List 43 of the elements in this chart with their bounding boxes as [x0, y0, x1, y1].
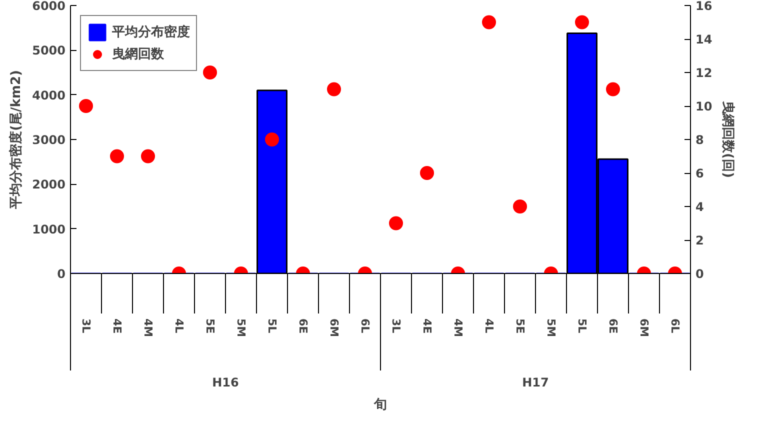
- x-tick-label: 5L: [266, 318, 278, 334]
- x-tick-label: 5E: [514, 318, 526, 334]
- x-tick-label: 4L: [482, 318, 496, 334]
- text: H17: [522, 376, 549, 390]
- legend-label: 平均分布密度: [112, 24, 190, 41]
- y2-tick-label: 10: [696, 100, 712, 114]
- y2-tick-label: 14: [696, 32, 712, 46]
- x-tick-label: 4L: [172, 318, 186, 334]
- y-tick-label: 3000: [32, 133, 66, 147]
- y-tick-label: 6000: [32, 0, 66, 13]
- x-tick-label: 6L: [358, 318, 372, 334]
- y-tick-label: 2000: [32, 178, 66, 192]
- x-tick-label: 5M: [544, 318, 558, 338]
- x-tick-label: 6L: [668, 318, 682, 334]
- legend-label: 曳網回数: [112, 46, 164, 63]
- y2-axis-title: 曳網回数(回): [720, 101, 736, 178]
- x-tick-label: 5L: [576, 318, 588, 334]
- x-tick-label: 4M: [142, 318, 154, 338]
- y2-tick-label: 2: [696, 234, 704, 248]
- x-tick-label: 6E: [606, 318, 620, 334]
- y2-tick-label: 16: [696, 0, 712, 13]
- x-tick-label: 4E: [110, 318, 124, 334]
- y2-tick-label: 12: [696, 66, 712, 80]
- x-tick-label: 5E: [204, 318, 216, 334]
- x-tick-label: 3L: [390, 318, 402, 334]
- x-tick-label: 4M: [452, 318, 464, 338]
- y2-tick-label: 0: [696, 267, 704, 281]
- y-tick-label: 0: [57, 267, 66, 281]
- y-tick-label: 4000: [32, 88, 66, 102]
- y2-tick-label: 4: [696, 200, 704, 214]
- y2-tick-label: 6: [696, 166, 704, 180]
- y-tick-label: 5000: [32, 44, 66, 58]
- x-tick-label: 5M: [234, 318, 248, 338]
- y2-tick-label: 8: [696, 133, 704, 147]
- y-tick-label: 1000: [32, 222, 66, 236]
- text: H16: [212, 376, 239, 390]
- x-axis-title: 旬: [373, 398, 387, 412]
- x-tick-label: 4E: [420, 318, 434, 334]
- y-axis-title: 平均分布密度(尾/km2): [8, 70, 24, 210]
- x-tick-label: 3L: [80, 318, 92, 334]
- x-tick-label: 6M: [328, 318, 340, 338]
- x-tick-label: 6M: [638, 318, 650, 338]
- x-tick-label: 6E: [296, 318, 310, 334]
